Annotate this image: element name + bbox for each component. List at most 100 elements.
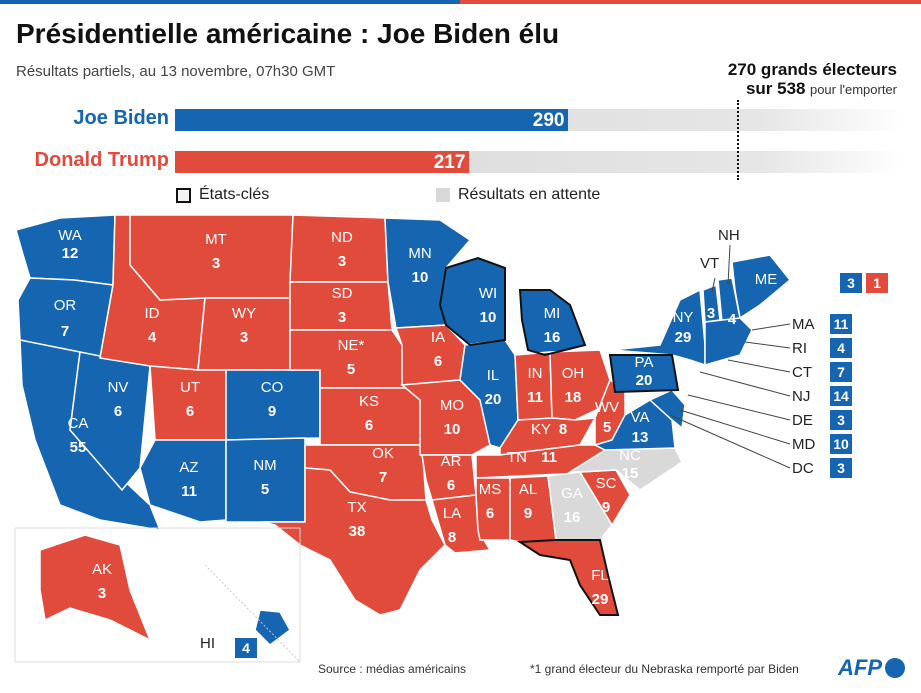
state-ev-ok: 7 <box>379 469 387 486</box>
state-label-wa: WA <box>58 227 82 244</box>
state-label-ky: KY <box>531 421 551 438</box>
state-label-nc: NC <box>619 447 641 464</box>
me-biden-box <box>840 273 862 293</box>
state-label-al: AL <box>519 481 537 498</box>
state-ny[interactable] <box>611 288 706 367</box>
state-label-mt: MT <box>205 231 227 248</box>
state-ev-al: 9 <box>524 505 532 522</box>
state-ev-ne: 5 <box>347 361 355 378</box>
state-label-wv: WV <box>595 399 619 416</box>
state-ev-oh: 18 <box>565 389 582 406</box>
me-trump-box <box>866 273 888 293</box>
state-label-vt: VT <box>700 255 719 272</box>
state-ev-az: 11 <box>181 483 197 500</box>
key-outline-wi <box>438 256 506 347</box>
legend-key-states: États-clés <box>176 186 269 204</box>
state-label-in: IN <box>528 365 543 382</box>
top-accent-red <box>460 0 921 4</box>
small-state-dc-box <box>830 458 852 478</box>
state-label-ms: MS <box>479 481 502 498</box>
small-state-ct-value: 7 <box>837 364 845 380</box>
state-nm[interactable] <box>225 437 306 523</box>
state-label-me: ME <box>755 271 778 288</box>
hi-value: 4 <box>242 640 250 656</box>
state-nd[interactable] <box>289 214 389 283</box>
leader-nh <box>727 244 731 286</box>
small-state-label-nj: NJ <box>792 388 810 405</box>
state-label-wy: WY <box>232 305 256 322</box>
state-ak[interactable] <box>39 534 152 642</box>
state-label-la: LA <box>443 505 461 522</box>
state-tx[interactable] <box>261 467 446 616</box>
state-label-fl: FL <box>591 567 609 584</box>
me-trump-value: 1 <box>873 275 881 291</box>
state-label-ne: NE* <box>338 337 365 354</box>
legend-key-states-swatch <box>176 187 191 203</box>
state-az[interactable] <box>139 439 227 523</box>
leader-ct <box>727 359 791 373</box>
state-hi[interactable] <box>254 609 291 646</box>
state-label-mi: MI <box>544 305 561 322</box>
afp-logo-text: AFP <box>838 655 882 680</box>
state-label-nv: NV <box>108 379 129 396</box>
leader-de <box>687 394 791 421</box>
leader-ma <box>751 323 791 331</box>
leader-vt <box>711 277 716 293</box>
state-ev-sd: 3 <box>338 309 346 326</box>
state-label-wi: WI <box>479 285 497 302</box>
bar-track-trump: 217 <box>175 151 905 173</box>
threshold-note: 270 grands électeurs sur 538 pour l'empo… <box>728 60 897 99</box>
footer-note: *1 grand électeur du Nebraska remporté p… <box>530 662 799 676</box>
state-ev-wv: 5 <box>603 419 611 436</box>
state-ev-ia: 6 <box>434 353 442 370</box>
state-ev-wy: 3 <box>240 329 248 346</box>
afp-logo: AFP <box>838 655 905 681</box>
state-label-ia: IA <box>431 329 445 346</box>
bar-value-biden: 290 <box>532 110 565 131</box>
state-ev-ca: 55 <box>70 439 87 456</box>
small-state-label-ri: RI <box>792 340 807 357</box>
state-ev-mi: 16 <box>544 329 561 346</box>
state-mid-atlantic-small <box>648 389 686 430</box>
candidate-name-biden: Joe Biden <box>73 107 169 129</box>
small-state-nj-value: 14 <box>833 388 849 404</box>
legend-pending-swatch <box>436 188 450 202</box>
small-state-ct-box <box>830 362 852 382</box>
state-ev-pa: 20 <box>636 372 653 389</box>
state-label-mo: MO <box>440 397 464 414</box>
state-label-id: ID <box>145 305 160 322</box>
key-outline-mi <box>518 289 587 357</box>
threshold-suffix: pour l'emporter <box>809 82 897 97</box>
state-ev-co: 9 <box>268 403 276 420</box>
state-label-va: VA <box>631 409 650 426</box>
leader-md <box>679 409 791 445</box>
state-ev-la: 8 <box>448 529 456 546</box>
bar-fill-biden: 290 <box>175 109 569 131</box>
page-subtitle: Résultats partiels, au 13 novembre, 07h3… <box>16 63 336 80</box>
small-state-de-box <box>830 410 852 430</box>
state-ev-va: 13 <box>632 429 649 446</box>
state-label-nh: NH <box>718 227 740 244</box>
legend-pending-label: Résultats en attente <box>458 186 601 203</box>
state-ev-ar: 6 <box>447 477 455 494</box>
page-title: Présidentielle américaine : Joe Biden él… <box>16 18 560 49</box>
state-me[interactable] <box>731 254 792 320</box>
state-ev-mn: 10 <box>412 269 429 286</box>
small-state-dc-value: 3 <box>837 460 845 476</box>
state-label-hi: HI <box>200 635 215 652</box>
leader-dc <box>669 414 791 469</box>
state-ev-tx: 38 <box>349 523 366 540</box>
state-label-pa: PA <box>635 354 654 371</box>
state-ev-nd: 3 <box>338 253 346 270</box>
state-label-ar: AR <box>441 453 462 470</box>
state-ev-ny: 29 <box>675 329 692 346</box>
legend-key-states-label: États-clés <box>199 186 270 203</box>
state-label-nm: NM <box>253 457 276 474</box>
state-ev-il: 20 <box>485 391 502 408</box>
state-label-ak: AK <box>92 561 112 578</box>
state-ev-in: 11 <box>527 389 543 406</box>
bar-fill-trump: 217 <box>175 151 470 173</box>
state-ev-nv: 6 <box>114 403 122 420</box>
states-layer <box>15 214 792 646</box>
state-label-ks: KS <box>359 393 379 410</box>
